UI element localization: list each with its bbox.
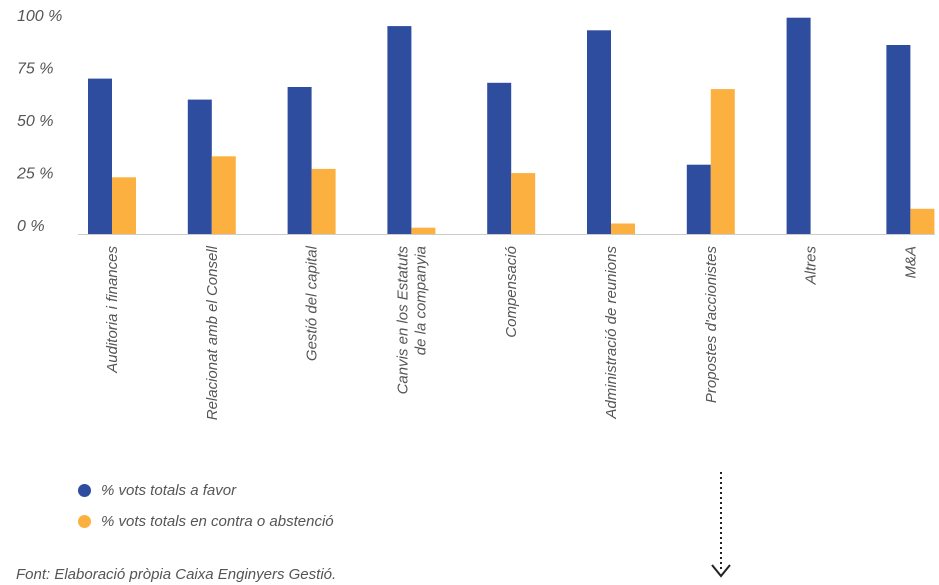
legend-item-favor: % vots totals a favor — [78, 481, 334, 499]
y-tick-label: 0 % — [17, 218, 45, 235]
bar-favor — [786, 17, 811, 235]
x-tick-label: M&A — [902, 246, 919, 279]
y-tick-label: 75 % — [17, 61, 53, 78]
bar-contra — [710, 89, 735, 234]
bar-favor — [886, 45, 911, 234]
bar-contra — [211, 156, 236, 234]
source-note: Font: Elaboració pròpia Caixa Enginyers … — [16, 566, 337, 583]
bar-contra — [411, 227, 436, 234]
dotted-arrow-down-icon — [711, 472, 731, 578]
x-axis: Auditoria i finances Relacionat amb el Co… — [104, 245, 919, 420]
bar-contra — [511, 173, 536, 234]
legend: % vots totals a favor % vots totals en c… — [78, 481, 334, 543]
x-tick-label: Propostes d'accionistes — [703, 246, 720, 404]
bar-favor — [88, 78, 112, 234]
y-tick-label: 50 % — [17, 113, 53, 130]
y-tick-label: 25 % — [16, 166, 53, 183]
bar-favor — [387, 26, 412, 234]
bar-favor — [187, 99, 212, 234]
legend-label-favor: % vots totals a favor — [101, 481, 237, 499]
bars — [88, 17, 935, 235]
bar-favor — [587, 30, 611, 234]
x-tick-label: Auditoria i finances — [104, 246, 121, 374]
y-axis: 100 % 75 % 50 % 25 % 0 % — [16, 8, 62, 235]
x-tick-label: Administració de reunions — [603, 246, 620, 420]
x-tick-label: Compensació — [503, 246, 520, 338]
legend-dot-contra — [78, 514, 91, 528]
bar-contra — [311, 168, 336, 234]
x-tick-label: Canvis en los Estatuts — [394, 246, 411, 395]
bar-contra — [910, 208, 935, 234]
x-tick-label: de la companyia — [412, 246, 429, 355]
x-tick-label: Altres — [803, 246, 820, 286]
legend-label-contra: % vots totals en contra o abstenció — [101, 512, 334, 530]
bar-favor — [686, 164, 711, 234]
y-tick-label: 100 % — [17, 8, 62, 25]
bar-contra — [112, 177, 136, 234]
legend-dot-favor — [78, 483, 91, 497]
bar-favor — [287, 87, 312, 234]
x-tick-label: Relacionat amb el Consell — [204, 245, 221, 420]
bar-favor — [487, 82, 512, 234]
legend-item-contra: % vots totals en contra o abstenció — [78, 512, 334, 530]
bar-contra — [611, 223, 635, 234]
x-tick-label: Gestió del capital — [304, 245, 321, 361]
